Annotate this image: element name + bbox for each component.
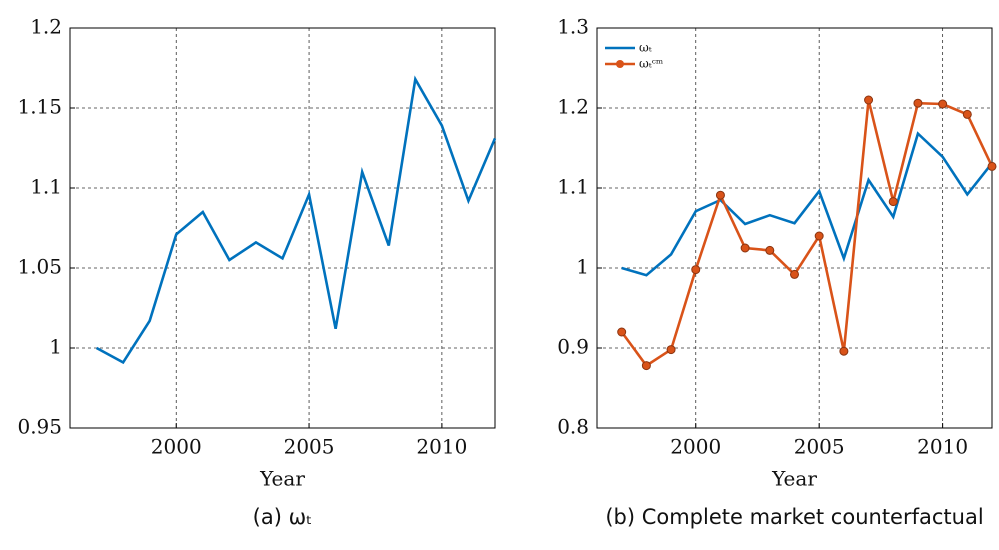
data-point <box>765 245 775 255</box>
x-axis-label: Year <box>259 467 305 491</box>
data-point <box>715 190 725 200</box>
x-tick-label: 2010 <box>917 435 968 459</box>
data-point <box>691 265 701 275</box>
y-tick-label: 1.1 <box>557 175 589 199</box>
y-tick-label: 1 <box>49 335 62 359</box>
data-point <box>987 161 997 171</box>
data-point <box>641 361 651 371</box>
y-tick-label: 1 <box>576 255 589 279</box>
plot-frame <box>69 27 496 429</box>
data-line <box>621 131 994 277</box>
legend-marker <box>616 60 624 68</box>
y-tick-label: 0.95 <box>17 415 62 439</box>
data-point <box>913 98 923 108</box>
y-tick-label: 1.05 <box>17 255 62 279</box>
caption: (b) Complete market counterfactual <box>605 505 983 529</box>
legend-label: ωₜᶜᵐ <box>639 57 663 71</box>
data-line <box>95 75 497 365</box>
plot-frame <box>596 27 993 429</box>
data-point <box>839 346 849 356</box>
x-tick-label: 2005 <box>284 435 335 459</box>
y-tick-label: 1.2 <box>30 15 62 39</box>
data-point <box>962 109 972 119</box>
data-point <box>617 327 627 337</box>
data-point <box>938 99 948 109</box>
data-point <box>666 345 676 355</box>
legend-label: ωₜ <box>639 41 652 55</box>
data-line <box>620 99 994 368</box>
x-axis-label: Year <box>771 467 817 491</box>
y-tick-label: 1.15 <box>17 95 62 119</box>
x-tick-label: 2000 <box>670 435 721 459</box>
data-point <box>864 95 874 105</box>
y-tick-label: 1.2 <box>557 95 589 119</box>
data-point <box>814 231 824 241</box>
x-tick-label: 2000 <box>151 435 202 459</box>
data-point <box>888 197 898 207</box>
y-tick-label: 1.3 <box>557 15 589 39</box>
caption: (a) ωₜ <box>253 505 313 529</box>
x-tick-label: 2010 <box>416 435 467 459</box>
y-tick-label: 1.1 <box>30 175 62 199</box>
y-tick-label: 0.8 <box>557 415 589 439</box>
data-point <box>790 269 799 279</box>
data-point <box>740 243 750 253</box>
x-tick-label: 2005 <box>794 435 845 459</box>
y-tick-label: 0.9 <box>557 335 589 359</box>
